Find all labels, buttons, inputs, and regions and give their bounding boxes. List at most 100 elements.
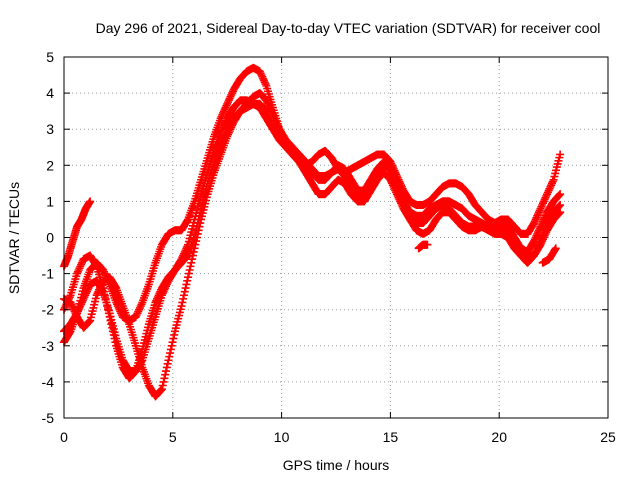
data-point (183, 276, 192, 285)
data-point (174, 314, 183, 323)
data-point (549, 175, 558, 184)
data-point (192, 237, 201, 246)
data-point (555, 201, 564, 210)
data-point (175, 311, 184, 320)
data-point (555, 209, 564, 218)
data-point (194, 226, 203, 235)
data-point (91, 297, 100, 306)
data-point (188, 224, 197, 233)
data-point (159, 377, 168, 386)
data-point (191, 240, 200, 249)
data-point (554, 156, 563, 165)
data-point (193, 229, 202, 238)
data-point (184, 269, 193, 278)
data-point (161, 370, 170, 379)
data-point (89, 303, 98, 312)
series-segment-7 (351, 186, 373, 202)
data-point (171, 324, 180, 333)
y-tick-label: 2 (46, 157, 54, 173)
series-segment-6 (414, 240, 432, 253)
data-point (168, 338, 177, 347)
data-point (170, 327, 179, 336)
data-point (165, 352, 174, 361)
data-point (182, 280, 191, 289)
data-point (555, 153, 564, 162)
data-point (111, 331, 120, 340)
data-point (180, 287, 189, 296)
data-point (556, 208, 565, 217)
data-point (186, 262, 195, 271)
y-tick-label: 0 (46, 230, 54, 246)
data-point (88, 307, 97, 316)
data-point (164, 356, 173, 365)
data-point (187, 228, 196, 237)
data-point (188, 255, 197, 264)
data-point (85, 317, 94, 326)
data-point (184, 273, 193, 282)
data-point (189, 247, 198, 256)
data-point (109, 325, 118, 334)
data-point (181, 284, 190, 293)
data-point (105, 309, 114, 318)
data-point (202, 193, 211, 202)
data-point (106, 312, 115, 321)
data-point (200, 202, 209, 211)
data-point (108, 318, 117, 327)
data-point (172, 321, 181, 330)
y-tick-label: 5 (46, 49, 54, 65)
data-point (107, 315, 116, 324)
y-tick-label: -4 (42, 374, 55, 390)
x-axis-label: GPS time / hours (283, 457, 390, 473)
data-point (179, 294, 188, 303)
data-point (188, 251, 197, 260)
data-point (423, 240, 432, 249)
x-tick-label: 5 (169, 429, 177, 445)
data-point (185, 234, 194, 243)
data-point (201, 196, 210, 205)
data-point (364, 186, 373, 195)
series-segment-8 (538, 244, 560, 267)
data-point (108, 321, 117, 330)
data-point (166, 349, 175, 358)
data-point (157, 386, 166, 395)
data-point (173, 317, 182, 326)
data-point (86, 316, 95, 325)
x-tick-label: 20 (491, 429, 507, 445)
data-point (188, 221, 197, 230)
data-point (196, 219, 205, 228)
data-point (195, 222, 204, 231)
data-point (193, 233, 202, 242)
y-tick-labels: -5 -4 -3 -2 -1 0 1 2 3 4 5 (42, 49, 55, 426)
x-tick-label: 25 (600, 429, 616, 445)
y-tick-label: 3 (46, 121, 54, 137)
axis-ticks (63, 56, 609, 419)
data-point (160, 374, 169, 383)
series-track-4 (60, 89, 565, 401)
data-point (169, 334, 178, 343)
data-point (197, 215, 206, 224)
data-point (556, 190, 565, 199)
y-axis-label: SDTVAR / TECUs (6, 182, 22, 294)
y-tick-label: 1 (46, 193, 54, 209)
data-point (158, 381, 167, 390)
data-point (190, 244, 199, 253)
x-tick-label: 0 (60, 429, 68, 445)
data-point (552, 163, 561, 172)
data-point (110, 328, 119, 337)
data-point (87, 310, 96, 319)
y-tick-label: 4 (46, 85, 54, 101)
data-point (550, 172, 559, 181)
data-point (197, 212, 206, 221)
data-point (162, 367, 170, 376)
x-tick-label: 10 (274, 429, 290, 445)
data-point (198, 209, 207, 218)
data-point (555, 191, 564, 200)
y-tick-label: -2 (42, 302, 55, 318)
data-point (86, 197, 95, 206)
data-point (556, 201, 565, 210)
y-tick-label: -1 (42, 266, 55, 282)
data-point (186, 231, 195, 240)
x-tick-label: 15 (383, 429, 399, 445)
data-point (167, 341, 176, 350)
